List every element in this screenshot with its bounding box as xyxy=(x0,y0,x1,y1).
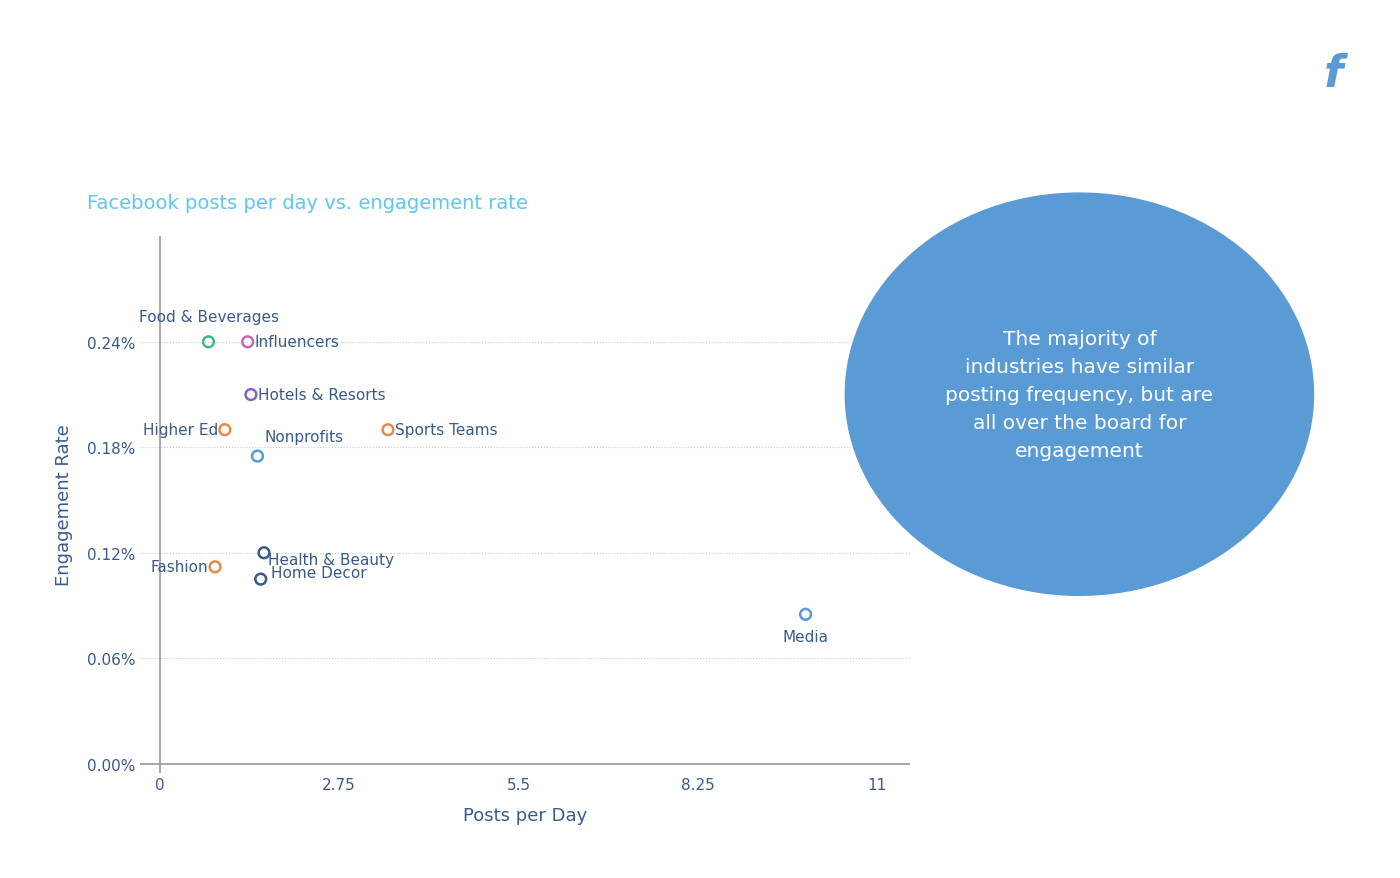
Text: Influencers: Influencers xyxy=(255,335,339,350)
Point xyxy=(214,423,237,437)
Text: f: f xyxy=(1324,54,1343,96)
Text: The majority of
industries have similar
posting frequency, but are
all over the : The majority of industries have similar … xyxy=(945,329,1214,460)
Point xyxy=(377,423,399,437)
Text: Higher Ed: Higher Ed xyxy=(143,422,218,438)
Circle shape xyxy=(846,194,1313,595)
Text: Sports Teams: Sports Teams xyxy=(395,422,497,438)
Text: Home Decor: Home Decor xyxy=(272,565,367,580)
Point xyxy=(237,335,259,349)
Text: Media: Media xyxy=(783,630,829,644)
Text: Hotels & Resorts: Hotels & Resorts xyxy=(258,387,385,403)
Text: Facebook posts per day vs. engagement rate: Facebook posts per day vs. engagement ra… xyxy=(87,194,528,213)
Y-axis label: Engagement Rate: Engagement Rate xyxy=(55,424,73,586)
Text: Food & Beverages: Food & Beverages xyxy=(139,310,279,325)
Text: Fashion: Fashion xyxy=(150,559,209,575)
Point xyxy=(246,450,269,464)
Text: Nonprofits: Nonprofits xyxy=(265,429,343,444)
Point xyxy=(239,388,262,402)
Text: FACEBOOK POSTS VS. ENGAGEMENT: FACEBOOK POSTS VS. ENGAGEMENT xyxy=(56,61,909,103)
Point xyxy=(253,546,276,560)
Point xyxy=(204,560,227,574)
Text: Health & Beauty: Health & Beauty xyxy=(267,552,393,567)
Point xyxy=(794,608,816,622)
X-axis label: Posts per Day: Posts per Day xyxy=(463,806,587,824)
FancyBboxPatch shape xyxy=(1288,7,1379,142)
Point xyxy=(249,572,272,587)
Point xyxy=(197,335,220,349)
